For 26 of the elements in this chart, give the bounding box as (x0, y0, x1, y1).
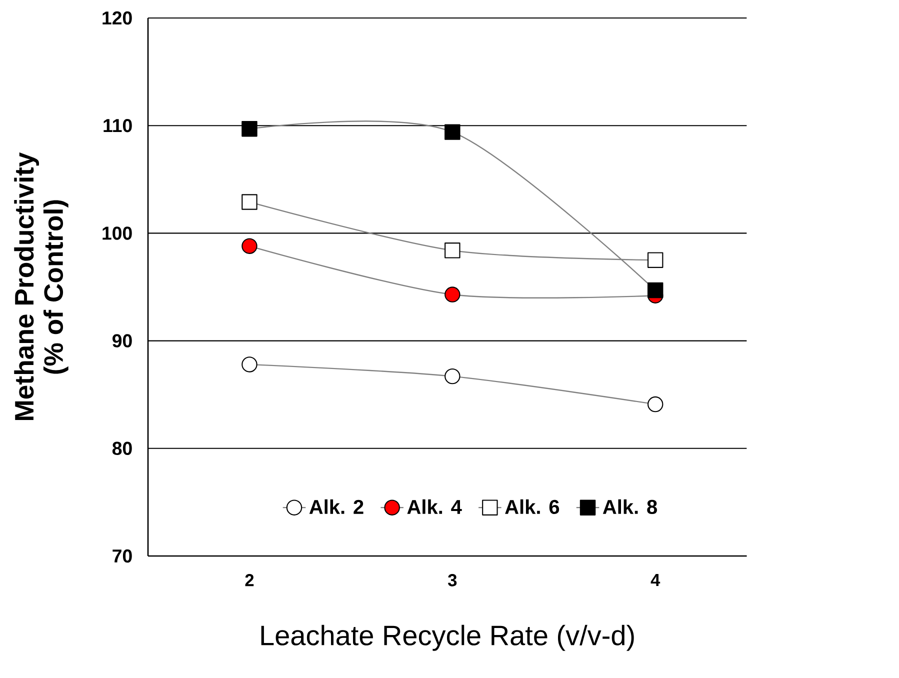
point (242, 120, 258, 137)
point (647, 282, 664, 298)
point (444, 286, 460, 302)
point (647, 252, 664, 268)
y-tick-label: 90 (112, 334, 132, 348)
y-tick-label: 120 (102, 11, 132, 25)
legend-label: Alk. 6 (505, 499, 560, 514)
point (242, 238, 258, 254)
point (444, 124, 460, 140)
x-tick-label: 2 (245, 574, 254, 586)
point (647, 396, 664, 412)
y-axis-title: Methane Productivity (% of Control) (14, 152, 68, 420)
y-tick-label: 100 (102, 226, 132, 240)
legend-label: Alk. 4 (407, 499, 462, 514)
x-tick-label: 4 (650, 574, 660, 586)
legend-label: Alk. 8 (602, 499, 657, 514)
y-tick-label: 110 (104, 118, 132, 132)
x-tick-label: 3 (448, 574, 457, 586)
x-axis-title: Leachate Recycle Rate (v/v-d) (261, 624, 634, 651)
point (444, 368, 460, 384)
point (444, 242, 460, 258)
point (242, 194, 258, 210)
point (242, 356, 258, 372)
legend-label: Alk. 2 (309, 499, 364, 514)
y-tick-label: 80 (112, 442, 132, 456)
y-tick-label: 70 (112, 549, 132, 563)
